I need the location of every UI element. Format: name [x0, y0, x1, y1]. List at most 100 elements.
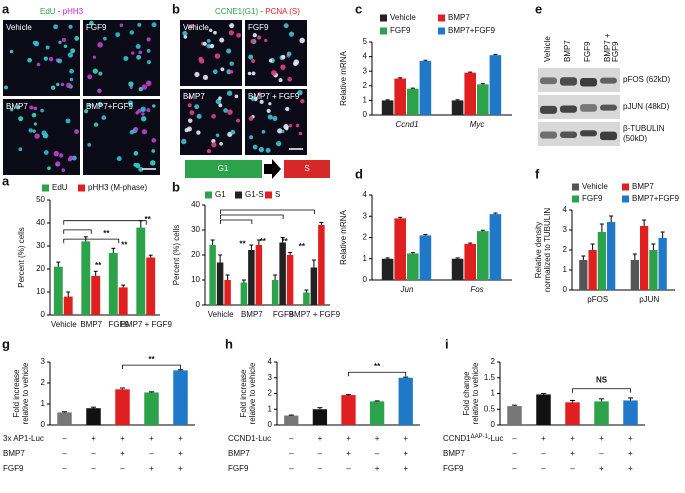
row-label: CCND1ΔAP-1-Luc	[443, 434, 503, 444]
row-label: BMP7	[443, 449, 465, 458]
nucleus	[230, 129, 236, 135]
tile-label: Vehicle	[183, 23, 209, 32]
panel-label: b	[172, 179, 180, 194]
blot-column: BMP7 +	[603, 33, 612, 62]
legend-swatch	[380, 14, 387, 22]
nucleus	[92, 68, 98, 74]
nucleus	[209, 43, 215, 49]
bar	[108, 252, 118, 315]
x-tick-label: Vehicle	[51, 320, 77, 329]
tile-label: BMP7	[6, 102, 28, 111]
row-sign: –	[149, 449, 154, 458]
nucleus	[138, 166, 144, 172]
title-part: -	[56, 7, 63, 16]
bar	[369, 401, 385, 425]
panel-label: g	[2, 336, 10, 351]
nucleus	[87, 143, 92, 147]
bar	[658, 238, 667, 290]
y-tick-label: 3	[563, 225, 568, 234]
nucleus	[229, 23, 235, 29]
y-tick-label: 40	[191, 200, 200, 209]
bar	[623, 400, 638, 425]
row-sign: +	[149, 434, 154, 443]
panel-label: a	[2, 1, 10, 16]
bar	[464, 243, 476, 280]
nucleus	[28, 128, 33, 133]
blot-row: (50kD)	[623, 134, 647, 143]
bar	[303, 292, 310, 305]
blot-band	[560, 131, 577, 139]
y-tick-label: 30	[36, 241, 45, 250]
y-tick-label: 40	[36, 218, 45, 227]
tile-label: BMP7+FGF9	[86, 102, 133, 111]
x-tick-label: BMP7 + FGF9	[289, 310, 341, 319]
y-tick-label: 0	[268, 420, 273, 429]
legend-swatch	[572, 195, 579, 203]
nucleus	[281, 54, 286, 60]
row-label-text: 3x AP1-Luc	[3, 434, 44, 443]
row-sign: –	[512, 434, 517, 443]
legend-swatch	[622, 195, 629, 203]
legend-label: Vehicle	[390, 13, 416, 22]
bar	[286, 255, 294, 305]
phase-label: S	[304, 164, 309, 173]
bar	[407, 253, 419, 280]
legend-label: BMP7+FGF9	[632, 194, 679, 203]
nucleus	[206, 43, 211, 49]
bar	[477, 231, 489, 280]
nucleus	[288, 123, 293, 128]
nucleus	[223, 108, 228, 113]
row-sign: +	[120, 434, 125, 443]
row-sign: –	[375, 449, 380, 458]
y-tick-label: 3	[363, 66, 368, 75]
nucleus	[56, 82, 60, 87]
nucleus	[141, 112, 145, 116]
significance-bracket	[220, 214, 284, 219]
blot-band	[600, 77, 617, 84]
x-tick-label: Myc	[470, 120, 485, 129]
nucleus	[189, 24, 194, 29]
nucleus	[141, 129, 148, 135]
nucleus	[218, 103, 223, 108]
title-part: EdU	[40, 7, 56, 16]
bar	[310, 267, 318, 305]
row-label: FGF9	[443, 464, 464, 473]
nucleus	[129, 30, 135, 35]
nucleus	[151, 138, 157, 143]
blot-column: FGF9	[583, 41, 592, 62]
phase-label: G1	[218, 164, 229, 173]
panel-label: h	[225, 336, 233, 351]
bar	[489, 55, 502, 115]
title-part: PCNA (S)	[265, 7, 300, 16]
nucleus	[131, 51, 135, 55]
legend-label: Vehicle	[582, 182, 608, 191]
nucleus	[285, 106, 290, 112]
legend-swatch	[42, 184, 49, 192]
bar	[477, 84, 489, 115]
y-tick-label: 2	[41, 378, 46, 387]
nucleus	[4, 85, 8, 90]
panel-label: b	[172, 1, 180, 16]
annotation: **	[260, 237, 267, 246]
tile-label: BMP7 + FGF9	[248, 92, 300, 101]
nucleus	[209, 28, 213, 32]
nucleus	[286, 51, 292, 57]
y-axis-label: Fold increase	[239, 369, 248, 418]
y-axis-label: Relative density	[534, 222, 543, 278]
y-tick-label: 5	[363, 37, 368, 46]
nucleus	[116, 156, 122, 162]
row-sign: –	[318, 464, 323, 473]
bar	[588, 250, 597, 290]
legend-label: BMP7	[448, 13, 470, 22]
y-tick-label: 50	[36, 195, 45, 204]
blot-row: β-TUBULIN	[623, 124, 665, 133]
nucleus	[151, 22, 157, 28]
nucleus	[271, 70, 277, 76]
nucleus	[261, 130, 266, 134]
y-tick-label: 3	[41, 357, 46, 366]
y-tick-label: 1.5	[484, 373, 496, 382]
row-sign: +	[149, 464, 154, 473]
nucleus	[250, 96, 256, 101]
nucleus	[138, 87, 143, 92]
row-sign: +	[178, 434, 183, 443]
